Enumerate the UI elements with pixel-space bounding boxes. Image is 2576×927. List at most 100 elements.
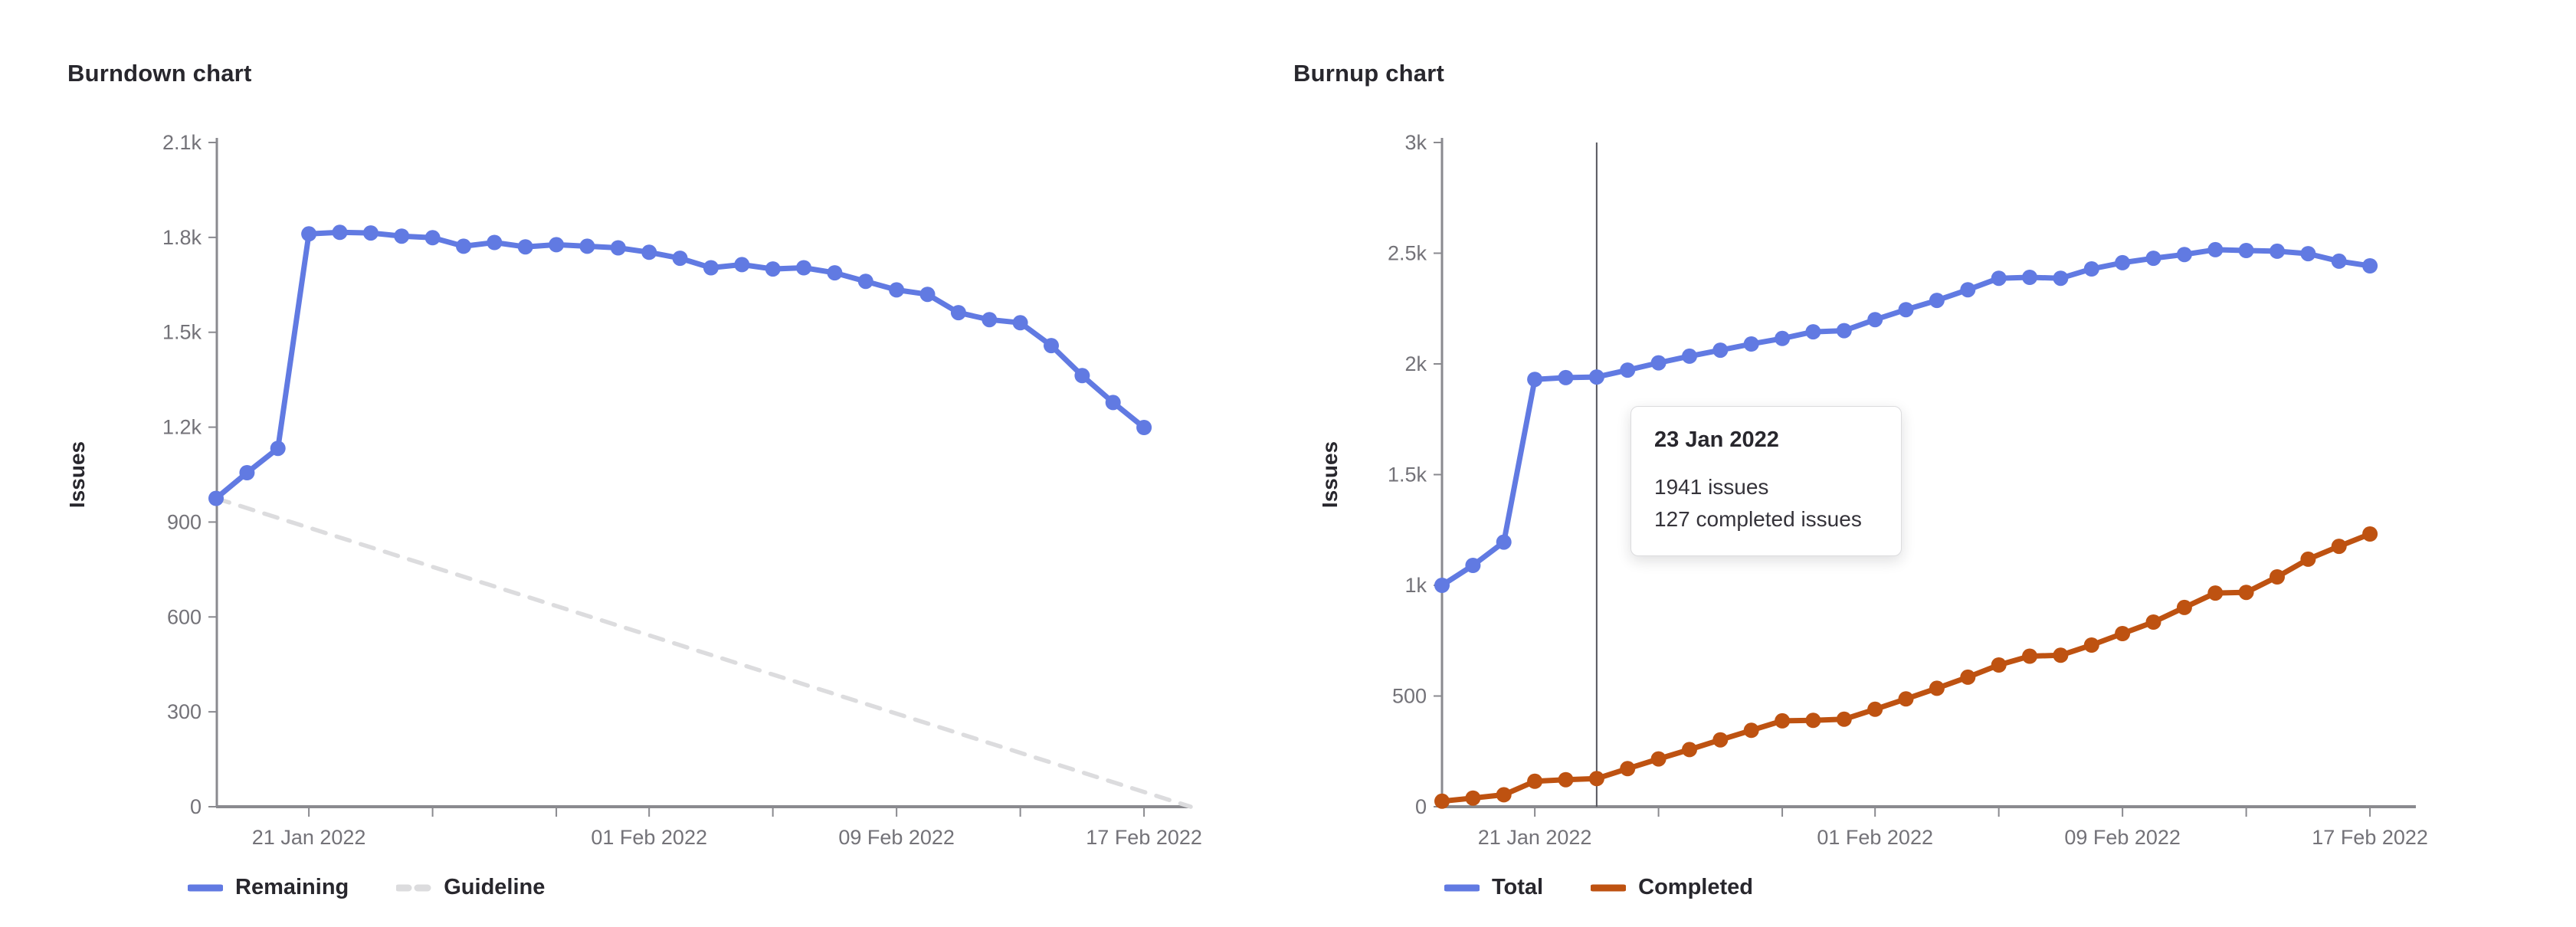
series-line-remaining[interactable] (213, 229, 1147, 501)
data-point-marker[interactable] (2145, 614, 2161, 630)
data-point-marker[interactable] (1836, 323, 1852, 339)
series-line-total[interactable] (1439, 247, 2373, 588)
data-point-marker[interactable] (1588, 369, 1604, 385)
burnup-chart-plot[interactable]: 0 500 1k 1.5k 2k 2.5k 3k 21 Jan 2022 01 Feb 2022… (1303, 115, 2528, 881)
data-point-marker[interactable] (641, 244, 657, 260)
data-point-marker[interactable] (1836, 711, 1852, 727)
data-point-marker[interactable] (1805, 324, 1821, 340)
data-point-marker[interactable] (1012, 315, 1028, 331)
data-point-marker[interactable] (2022, 270, 2037, 285)
data-point-marker[interactable] (2207, 241, 2224, 257)
data-point-marker[interactable] (1105, 395, 1121, 411)
data-point-marker[interactable] (2362, 526, 2378, 542)
legend-item-total[interactable]: Total (1444, 875, 1543, 900)
data-point-marker[interactable] (1898, 691, 1914, 707)
data-point-marker[interactable] (2115, 254, 2131, 270)
data-point-marker[interactable] (1775, 712, 1791, 729)
data-point-marker[interactable] (2270, 243, 2285, 259)
data-point-marker[interactable] (1712, 732, 1729, 748)
data-point-marker[interactable] (703, 260, 719, 276)
data-point-marker[interactable] (2115, 626, 2131, 641)
data-point-marker[interactable] (1496, 534, 1512, 550)
data-point-marker[interactable] (1960, 669, 1976, 685)
data-point-marker[interactable] (1620, 362, 1636, 378)
data-point-marker[interactable] (2176, 599, 2192, 615)
data-point-marker[interactable] (301, 226, 317, 242)
data-point-marker[interactable] (1867, 701, 1883, 717)
data-point-marker[interactable] (394, 228, 410, 244)
data-point-marker[interactable] (1960, 282, 1976, 298)
data-point-marker[interactable] (1991, 657, 2007, 673)
data-point-marker[interactable] (2083, 637, 2099, 653)
data-point-marker[interactable] (2053, 647, 2069, 663)
data-point-marker[interactable] (796, 260, 811, 276)
data-point-marker[interactable] (2053, 270, 2069, 287)
data-point-marker[interactable] (1898, 302, 1914, 318)
data-point-marker[interactable] (1136, 420, 1152, 435)
data-point-marker[interactable] (1527, 372, 1543, 388)
data-point-marker[interactable] (1743, 336, 1759, 352)
data-point-marker[interactable] (549, 237, 565, 253)
data-point-marker[interactable] (1558, 369, 1574, 385)
data-point-marker[interactable] (2362, 258, 2378, 274)
data-point-marker[interactable] (208, 490, 224, 506)
data-point-marker[interactable] (2207, 585, 2224, 601)
data-point-marker[interactable] (2300, 246, 2316, 262)
series-markers-remaining[interactable] (208, 224, 1152, 506)
data-point-marker[interactable] (1465, 558, 1481, 573)
data-point-marker[interactable] (424, 230, 441, 246)
data-point-marker[interactable] (1929, 293, 1945, 309)
data-point-marker[interactable] (857, 274, 873, 290)
data-point-marker[interactable] (1743, 722, 1759, 739)
data-point-marker[interactable] (2331, 539, 2347, 555)
data-point-marker[interactable] (517, 239, 533, 255)
data-point-marker[interactable] (1465, 790, 1481, 806)
data-point-marker[interactable] (2176, 247, 2192, 263)
data-point-marker[interactable] (2022, 648, 2037, 664)
data-point-marker[interactable] (2145, 251, 2161, 267)
data-point-marker[interactable] (1650, 355, 1667, 371)
data-point-marker[interactable] (1496, 787, 1512, 803)
data-point-marker[interactable] (2300, 551, 2316, 567)
legend-item-guideline[interactable]: Guideline (396, 875, 545, 900)
data-point-marker[interactable] (982, 312, 998, 328)
series-line-completed[interactable] (1439, 531, 2373, 804)
data-point-marker[interactable] (1712, 342, 1729, 359)
burndown-chart-plot[interactable]: 0 300 600 900 1.2k 1.5k 1.8k 2.1k 21 Jan 2022 01 … (46, 115, 1272, 881)
data-point-marker[interactable] (1929, 680, 1945, 696)
data-point-marker[interactable] (734, 257, 750, 273)
data-point-marker[interactable] (362, 225, 379, 241)
data-point-marker[interactable] (1682, 348, 1697, 364)
data-point-marker[interactable] (919, 287, 936, 303)
data-point-marker[interactable] (2083, 261, 2099, 277)
data-point-marker[interactable] (1991, 270, 2007, 287)
data-point-marker[interactable] (579, 238, 595, 254)
data-point-marker[interactable] (487, 234, 503, 251)
data-point-marker[interactable] (1434, 793, 1450, 809)
data-point-marker[interactable] (950, 305, 966, 321)
data-point-marker[interactable] (2238, 585, 2254, 601)
data-point-marker[interactable] (2238, 243, 2254, 258)
data-point-marker[interactable] (2270, 569, 2285, 585)
data-point-marker[interactable] (1588, 771, 1604, 787)
data-point-marker[interactable] (1558, 771, 1574, 788)
series-markers-completed[interactable] (1434, 526, 2378, 809)
data-point-marker[interactable] (672, 251, 688, 267)
data-point-marker[interactable] (1620, 761, 1636, 777)
data-point-marker[interactable] (1805, 712, 1821, 729)
data-point-marker[interactable] (1434, 578, 1450, 593)
data-point-marker[interactable] (1682, 742, 1697, 758)
series-markers-total[interactable] (1434, 241, 2378, 593)
data-point-marker[interactable] (1074, 368, 1090, 384)
data-point-marker[interactable] (270, 441, 286, 457)
data-point-marker[interactable] (456, 238, 471, 254)
data-point-marker[interactable] (1775, 330, 1791, 346)
data-point-marker[interactable] (1044, 338, 1059, 354)
data-point-marker[interactable] (1527, 773, 1543, 789)
data-point-marker[interactable] (1867, 312, 1883, 328)
data-point-marker[interactable] (765, 261, 781, 277)
legend-item-completed[interactable]: Completed (1591, 875, 1753, 900)
data-point-marker[interactable] (827, 265, 843, 281)
data-point-marker[interactable] (239, 465, 255, 480)
data-point-marker[interactable] (332, 224, 348, 241)
